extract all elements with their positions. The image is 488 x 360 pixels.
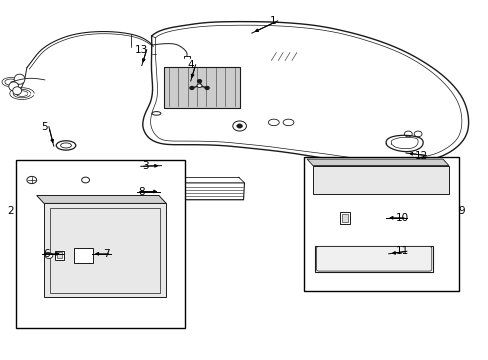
Ellipse shape [9, 82, 19, 91]
Bar [163, 67, 239, 108]
Circle shape [189, 86, 193, 89]
Bar [50, 208, 160, 293]
Text: 10: 10 [395, 213, 407, 223]
Ellipse shape [14, 74, 25, 84]
FancyBboxPatch shape [316, 247, 431, 271]
Ellipse shape [152, 112, 161, 115]
Text: 9: 9 [458, 206, 465, 216]
Polygon shape [37, 195, 166, 203]
Text: 8: 8 [138, 186, 145, 197]
Text: 5: 5 [41, 122, 47, 132]
Bar [312, 166, 448, 194]
Ellipse shape [61, 143, 71, 148]
Text: 3: 3 [142, 161, 149, 171]
Text: 4: 4 [187, 60, 194, 70]
Bar [16, 160, 184, 328]
Text: 6: 6 [43, 249, 50, 259]
Circle shape [232, 121, 246, 131]
Text: 2: 2 [7, 206, 14, 216]
Text: 13: 13 [135, 45, 148, 55]
Ellipse shape [13, 87, 21, 95]
Bar [315, 246, 432, 272]
Circle shape [404, 131, 411, 137]
Text: 7: 7 [103, 249, 110, 259]
Bar [44, 203, 166, 297]
Circle shape [197, 80, 201, 82]
Polygon shape [306, 159, 448, 166]
Bar [341, 214, 347, 222]
Text: 11: 11 [394, 246, 408, 256]
Bar [339, 212, 349, 224]
Text: 1: 1 [269, 16, 276, 26]
Circle shape [413, 131, 421, 137]
Ellipse shape [56, 141, 76, 150]
Text: 12: 12 [414, 150, 427, 161]
Bar [304, 157, 458, 291]
Bar [57, 252, 61, 258]
Circle shape [45, 253, 53, 258]
Bar [74, 248, 93, 263]
Circle shape [197, 84, 202, 87]
Bar [55, 251, 63, 260]
Circle shape [236, 124, 242, 128]
Circle shape [27, 176, 37, 184]
Circle shape [205, 86, 209, 89]
